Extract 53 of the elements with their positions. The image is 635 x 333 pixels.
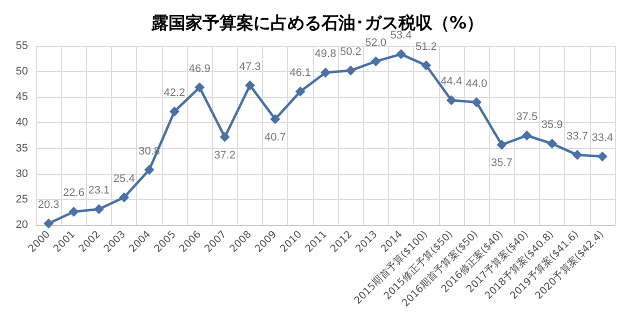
point xyxy=(220,132,230,142)
data-label: 37.5 xyxy=(516,111,538,123)
data-label: 20.3 xyxy=(38,198,60,211)
point xyxy=(295,86,306,97)
point xyxy=(119,192,130,202)
data-label: 53.4 xyxy=(390,30,412,42)
y-tick-label: 20 xyxy=(16,219,28,231)
data-label: 40.7 xyxy=(264,132,286,144)
point xyxy=(547,138,558,149)
data-label: 35.9 xyxy=(541,119,563,132)
data-label: 46.1 xyxy=(290,67,312,80)
y-tick-label: 45 xyxy=(16,91,28,104)
data-label: 35.7 xyxy=(491,157,512,170)
point xyxy=(496,140,507,150)
data-label: 25.4 xyxy=(113,172,135,185)
data-label: 44.4 xyxy=(440,76,462,88)
y-tick-label: 35 xyxy=(16,142,28,154)
point xyxy=(169,106,180,116)
point xyxy=(396,49,406,60)
data-label: 23.1 xyxy=(88,184,110,197)
point xyxy=(370,56,381,66)
point xyxy=(68,206,79,217)
point xyxy=(244,80,255,90)
data-label: 46.9 xyxy=(188,62,210,75)
data-label: 33.7 xyxy=(566,130,588,142)
point xyxy=(522,130,532,140)
y-tick-label: 50 xyxy=(16,66,28,78)
point xyxy=(346,66,356,76)
data-label: 52.0 xyxy=(365,36,387,49)
y-tick-label: 55 xyxy=(16,40,28,52)
data-label: 51.2 xyxy=(415,40,437,53)
point xyxy=(194,82,205,92)
y-tick-label: 40 xyxy=(16,116,28,129)
y-tick-label: 30 xyxy=(16,168,28,180)
point xyxy=(421,60,432,70)
data-label: 47.3 xyxy=(239,60,261,73)
point xyxy=(597,151,608,162)
point xyxy=(270,114,280,124)
point xyxy=(144,164,154,175)
data-label: 37.2 xyxy=(214,150,236,162)
data-label: 22.6 xyxy=(63,187,84,200)
point xyxy=(44,218,54,228)
point xyxy=(94,204,104,214)
data-label: 50.2 xyxy=(340,46,362,58)
data-label: 49.8 xyxy=(314,48,336,60)
point xyxy=(572,150,582,160)
y-tick-label: 25 xyxy=(16,193,28,206)
data-label: 44.0 xyxy=(466,78,488,90)
data-label: 42.2 xyxy=(164,86,186,99)
point xyxy=(446,95,456,106)
point xyxy=(320,68,330,78)
point xyxy=(472,97,482,108)
data-label: 33.4 xyxy=(592,132,614,144)
